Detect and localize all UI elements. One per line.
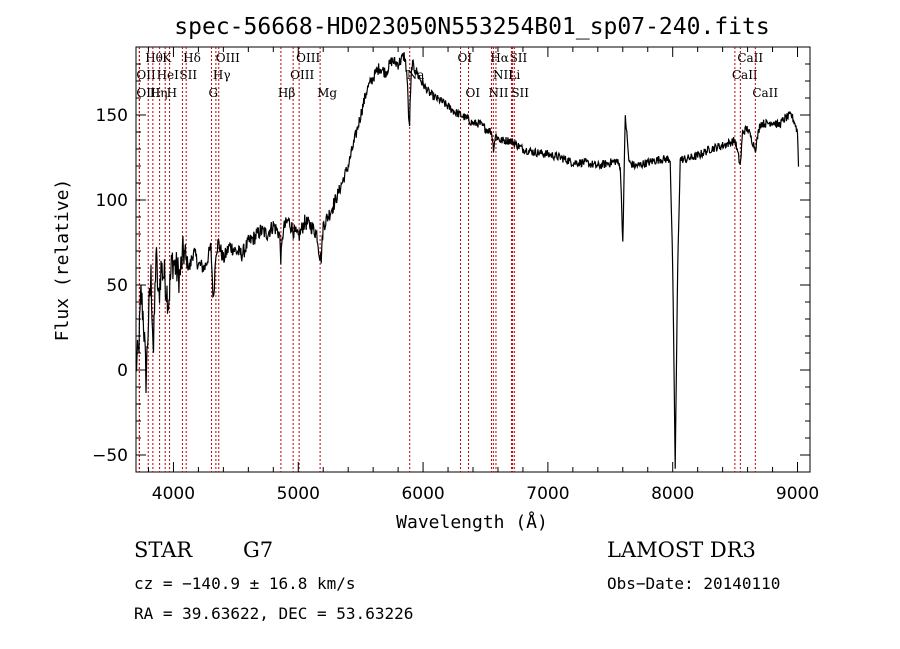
marker-label: HeI <box>157 68 180 82</box>
y-tick-label: 0 <box>117 361 128 381</box>
x-tick-label: 7000 <box>526 484 569 504</box>
y-tick-label: 100 <box>96 191 128 211</box>
marker-label: Na <box>407 68 425 82</box>
marker-label: OII <box>136 68 156 82</box>
axis-ticks: 4000 5000 6000 7000 8000 9000 −50 0 50 100 150 <box>92 47 819 504</box>
y-axis-label: Flux (relative) <box>52 179 73 342</box>
marker-label: SII <box>179 68 197 82</box>
y-tick-label: −50 <box>92 446 128 466</box>
marker-label: OIII <box>290 68 314 82</box>
marker-label: Mg <box>317 86 337 100</box>
x-tick-label: 6000 <box>401 484 444 504</box>
marker-label: CaII <box>752 86 778 100</box>
marker-label: OIII <box>296 51 320 65</box>
x-tick-label: 8000 <box>651 484 694 504</box>
marker-label: OI <box>458 51 473 65</box>
y-tick-label: 50 <box>106 276 128 296</box>
marker-label: SII <box>511 86 529 100</box>
spectrum-line <box>135 52 800 469</box>
x-axis-label: Wavelength (Å) <box>396 511 548 533</box>
marker-label: OIII <box>136 86 160 100</box>
marker-label: CaII <box>737 51 763 65</box>
marker-label: Hδ <box>183 51 201 65</box>
coordinates: RA = 39.63622, DEC = 53.63226 <box>134 604 414 623</box>
marker-label: CaII <box>732 68 758 82</box>
marker-label: Hβ <box>278 86 295 100</box>
marker-label: H <box>167 86 177 100</box>
redshift-velocity: cz = −140.9 ± 16.8 km/s <box>134 574 356 593</box>
marker-label: Hα <box>490 51 509 65</box>
marker-label: NII <box>493 68 513 82</box>
chart-title: spec-56668-HD023050N553254B01_sp07-240.f… <box>174 14 769 40</box>
marker-label: NII <box>488 86 508 100</box>
object-class: STAR <box>134 538 193 562</box>
observation-date: Obs−Date: 20140110 <box>607 574 781 593</box>
marker-label: OIII <box>216 51 240 65</box>
survey-label: LAMOST DR3 <box>607 538 756 562</box>
x-tick-label: 4000 <box>152 484 195 504</box>
marker-label: OI <box>466 86 481 100</box>
marker-label: G <box>209 86 219 100</box>
object-subclass: G7 <box>243 538 274 562</box>
marker-label: Hη <box>150 86 168 100</box>
x-tick-label: 5000 <box>277 484 320 504</box>
marker-label: Hγ <box>213 68 231 82</box>
y-tick-label: 150 <box>96 106 128 126</box>
marker-label: Hθ <box>145 51 163 65</box>
marker-label: SII <box>510 51 528 65</box>
x-tick-label: 9000 <box>776 484 819 504</box>
plot-frame <box>135 46 811 473</box>
marker-label: K <box>162 51 172 65</box>
